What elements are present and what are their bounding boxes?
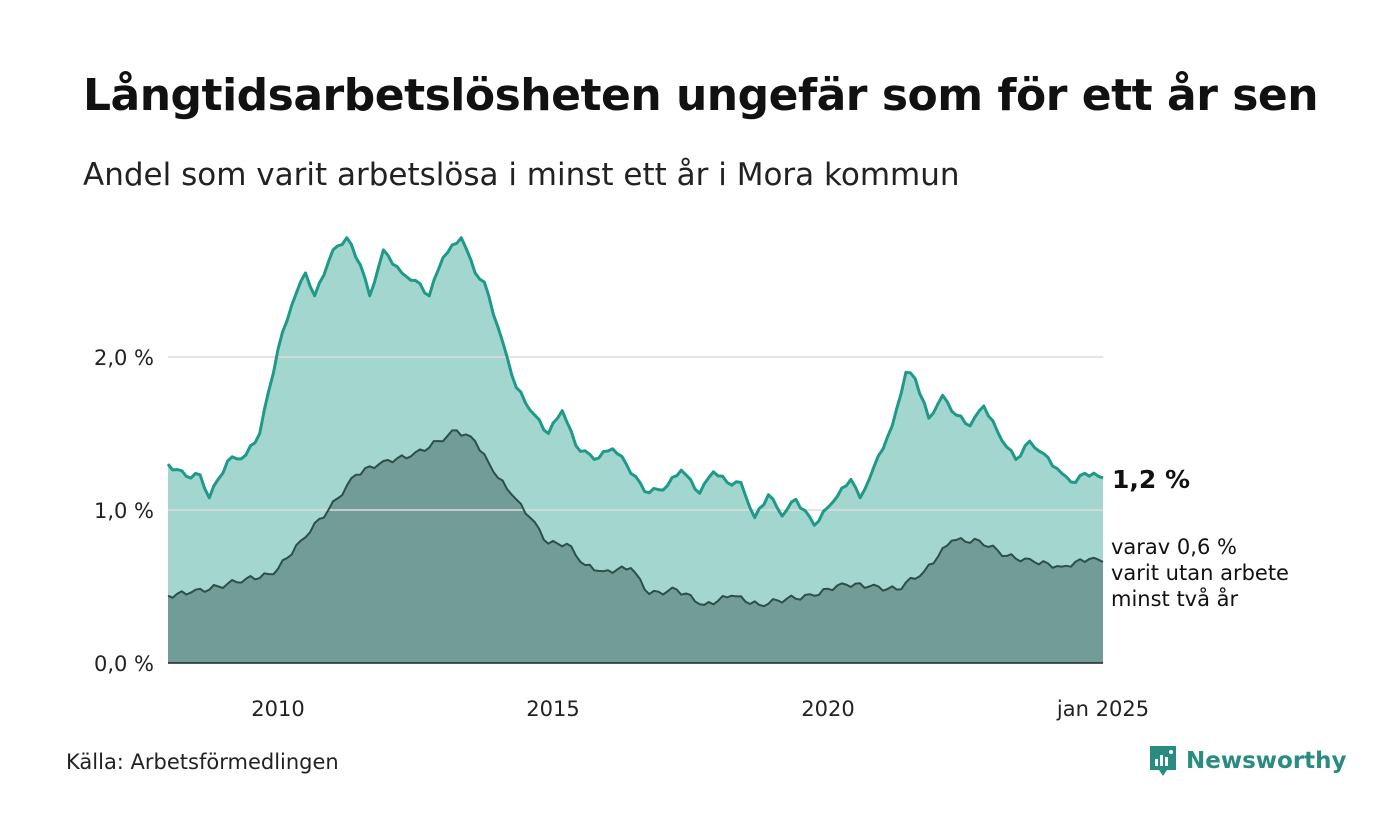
two-year-end-label: varit utan arbete [1111,561,1289,585]
x-tick-label: 2020 [801,697,854,721]
total-end-label: 1,2 % [1112,465,1190,494]
two-year-area [168,430,1103,663]
x-tick-label: jan 2025 [1056,697,1149,721]
chart-title: Långtidsarbetslösheten ungefär som för e… [83,70,1319,121]
two-year-end-label: varav 0,6 % [1111,535,1237,559]
x-tick-label: 2015 [526,697,579,721]
y-tick-label: 2,0 % [94,346,154,370]
bar-chart-bubble-icon [1150,746,1176,776]
brand-logo[interactable]: Newsworthy [1148,744,1347,778]
total-line [166,236,1104,527]
y-tick-label: 1,0 % [94,499,154,523]
brand-name: Newsworthy [1186,748,1347,774]
chart-subtitle: Andel som varit arbetslösa i minst ett å… [83,157,960,193]
two-year-line [167,429,1104,608]
source-note: Källa: Arbetsförmedlingen [66,750,339,774]
y-tick-label: 0,0 % [94,652,154,676]
x-tick-label: 2010 [251,697,304,721]
two-year-end-label: minst två år [1111,586,1239,611]
